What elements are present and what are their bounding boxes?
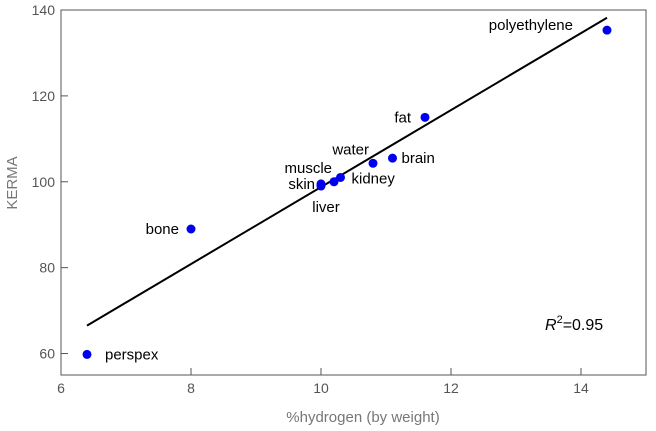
data-point-liver: [316, 181, 326, 191]
y-tick-label: 120: [32, 88, 56, 104]
x-tick-label: 10: [313, 380, 329, 396]
point-label-water: water: [331, 141, 369, 158]
data-point-brain: [388, 153, 397, 163]
x-tick-label: 8: [187, 380, 195, 396]
r-squared-annotation: R2=0.95: [545, 314, 603, 334]
point-label-muscle: muscle: [284, 160, 332, 177]
plot-frame: [60, 9, 647, 376]
point-label-perspex: perspex: [105, 346, 159, 363]
x-axis-label: %hydrogen (by weight): [286, 409, 439, 426]
point-label-polyethylene: polyethylene: [489, 17, 573, 34]
data-points: perspex bone skin liver muscle kidney water bra…: [82, 17, 612, 363]
data-point-kidney: [336, 172, 345, 182]
point-label-kidney: kidney: [352, 170, 396, 187]
x-tick-label: 6: [57, 380, 65, 396]
axis-ticks: 6 8 10 12 14 60 80 100 120 140: [32, 2, 589, 396]
data-point-bone: [186, 224, 196, 234]
y-tick-label: 140: [32, 2, 56, 18]
point-label-skin: skin: [288, 176, 315, 193]
data-point-fat: [420, 112, 430, 122]
point-label-fat: fat: [394, 109, 412, 126]
data-point-water: [368, 158, 378, 168]
x-tick-label: 14: [573, 380, 589, 396]
point-label-bone: bone: [146, 221, 179, 238]
data-point-perspex: [82, 349, 92, 359]
y-tick-label: 80: [39, 260, 55, 276]
r-squared-superscript: 2: [557, 314, 563, 326]
fit-line: [86, 16, 608, 327]
x-tick-label: 12: [443, 380, 459, 396]
y-axis-label: KERMA: [4, 156, 21, 209]
data-point-polyethylene: [602, 25, 612, 35]
y-tick-label: 60: [39, 346, 55, 362]
y-tick-label: 100: [32, 174, 56, 190]
point-label-liver: liver: [312, 199, 340, 216]
point-label-brain: brain: [402, 150, 435, 167]
r-squared-prefix: R: [545, 317, 557, 334]
data-point-muscle: [329, 177, 339, 187]
r-squared-value: =0.95: [563, 317, 604, 334]
